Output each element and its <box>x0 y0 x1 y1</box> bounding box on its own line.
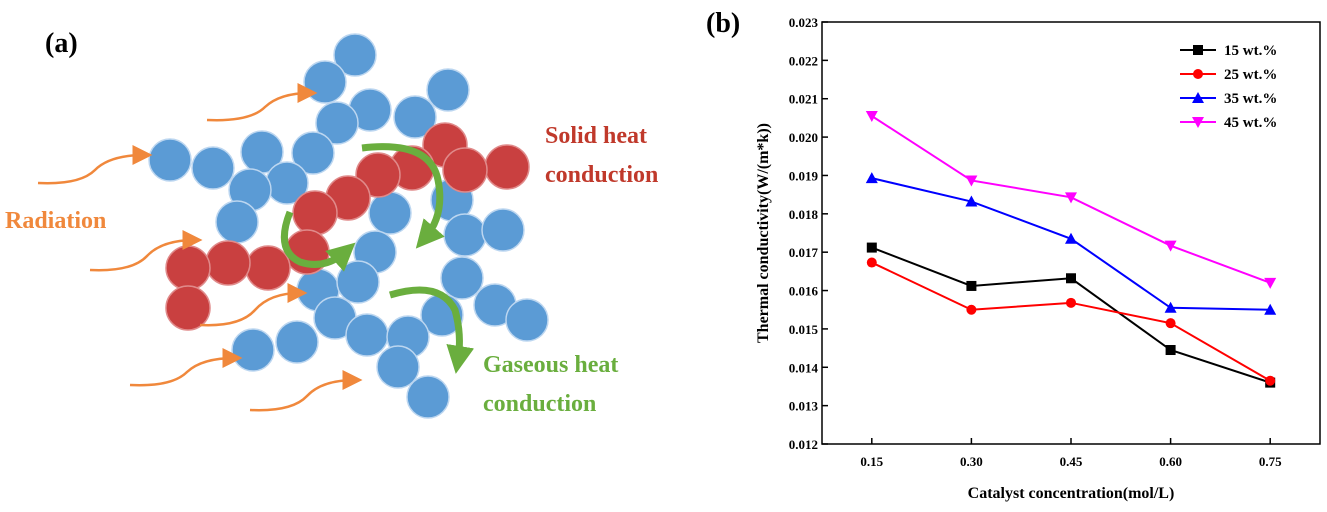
marker <box>1193 69 1203 79</box>
y-tick-label: 0.015 <box>789 322 819 337</box>
marker <box>1265 375 1276 386</box>
x-tick-label: 0.60 <box>1159 454 1182 469</box>
marker <box>1066 297 1076 308</box>
gaseous-label: Gaseous heat <box>483 352 618 378</box>
marker <box>965 195 978 207</box>
legend-label: 45 wt.% <box>1224 115 1277 131</box>
marker <box>865 172 878 184</box>
y-tick-label: 0.012 <box>789 437 818 452</box>
marker <box>1193 45 1203 55</box>
marker <box>1264 303 1277 315</box>
marker <box>1065 192 1077 204</box>
y-tick-label: 0.014 <box>789 360 819 375</box>
y-tick-label: 0.020 <box>789 130 818 145</box>
solid-label: Solid heat <box>545 123 647 149</box>
diagram: (a) Radiation Solid heat conduction Gase… <box>5 28 658 419</box>
x-tick-label: 0.45 <box>1060 454 1083 469</box>
convection-arrows <box>280 143 475 374</box>
legend-label: 25 wt.% <box>1224 67 1277 83</box>
y-tick-label: 0.019 <box>789 168 819 183</box>
marker <box>1165 318 1176 329</box>
marker <box>1164 301 1177 313</box>
legend-label: 35 wt.% <box>1224 91 1277 107</box>
y-tick-label: 0.023 <box>789 15 819 30</box>
radiation-arrows <box>37 83 363 412</box>
legend-label: 15 wt.% <box>1224 43 1277 59</box>
gas-particles <box>148 33 549 419</box>
marker <box>1192 92 1204 103</box>
y-tick-label: 0.022 <box>789 53 818 68</box>
x-axis-title: Catalyst concentration(mol/L) <box>968 485 1175 502</box>
marker <box>1066 273 1076 284</box>
x-tick-label: 0.30 <box>960 454 983 469</box>
marker <box>966 280 977 291</box>
gaseous-label: conduction <box>483 391 596 417</box>
marker <box>965 175 978 187</box>
marker <box>866 242 877 253</box>
y-tick-label: 0.013 <box>789 399 819 414</box>
series-line <box>871 246 1271 384</box>
panel-label: (a) <box>45 28 78 59</box>
chart: (b) Catalyst concentration(mol/L) Therma… <box>706 8 1321 502</box>
x-tick-label: 0.75 <box>1259 454 1282 469</box>
marker <box>1264 277 1277 289</box>
radiation-label: Radiation <box>5 208 106 234</box>
panel-label: (b) <box>706 8 740 39</box>
y-tick-label: 0.021 <box>789 92 818 107</box>
marker <box>1192 117 1204 128</box>
y-tick-label: 0.016 <box>789 284 819 299</box>
y-tick-label: 0.017 <box>789 245 819 260</box>
marker <box>865 110 878 122</box>
y-axis-title: Thermal conductivity(W/(m*k)) <box>755 123 772 343</box>
x-tick-label: 0.15 <box>860 454 883 469</box>
marker <box>866 257 877 268</box>
marker <box>966 304 977 315</box>
solid-label: conduction <box>545 162 658 188</box>
y-tick-label: 0.018 <box>789 207 819 222</box>
marker <box>1065 232 1077 244</box>
marker <box>1164 240 1177 252</box>
marker <box>1165 345 1176 356</box>
